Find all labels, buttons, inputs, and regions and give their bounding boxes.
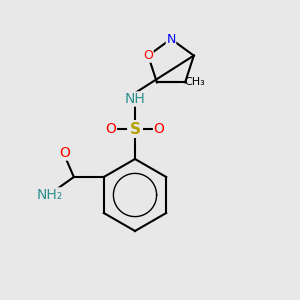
Text: O: O [59, 146, 70, 160]
Text: S: S [130, 122, 140, 136]
Text: O: O [154, 122, 164, 136]
Text: O: O [143, 49, 153, 62]
Text: O: O [106, 122, 116, 136]
Text: NH₂: NH₂ [37, 188, 63, 202]
Text: NH: NH [124, 92, 146, 106]
Text: N: N [166, 32, 176, 46]
Text: CH₃: CH₃ [184, 77, 205, 87]
